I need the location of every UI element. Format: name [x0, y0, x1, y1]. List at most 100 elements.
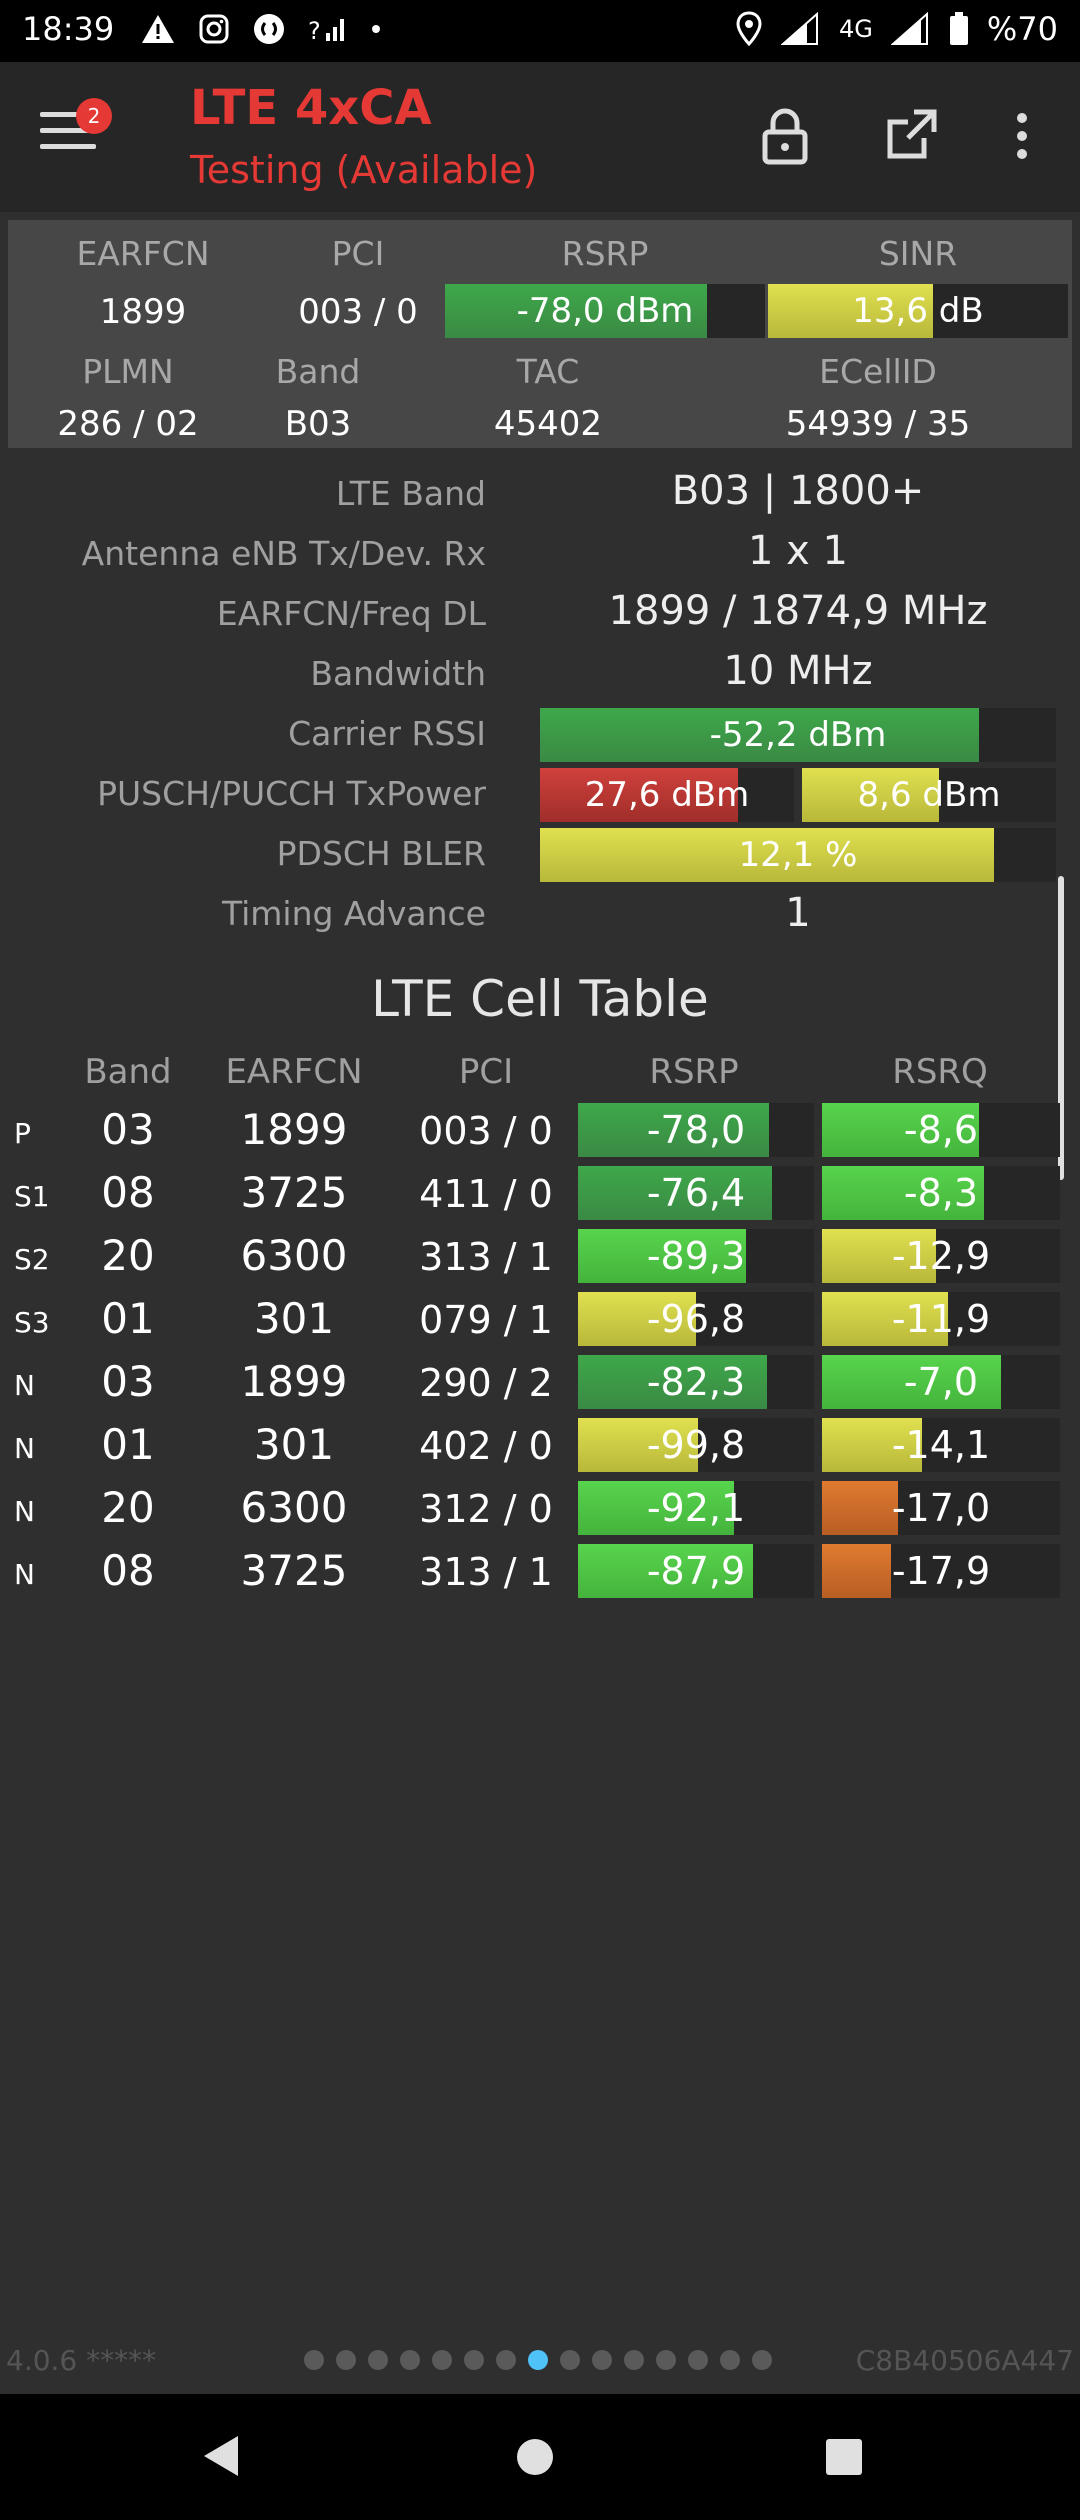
- cell-rsrp-fill: [578, 1292, 696, 1346]
- cell-rsrp-bar: -78,0: [578, 1103, 814, 1157]
- pdsch-bler-bar: 12,1 %: [540, 828, 1056, 882]
- cell-rsrp-fill: [578, 1481, 734, 1535]
- open-external-icon[interactable]: [884, 106, 940, 162]
- cell-rsrp-value: -78,0: [646, 1108, 746, 1152]
- detail-value-lte-band: B03 | 1800+: [671, 468, 925, 514]
- scrollbar[interactable]: [1058, 876, 1064, 1180]
- cell-band: 03: [101, 1105, 155, 1154]
- page-dot[interactable]: [304, 2350, 324, 2370]
- cell-pci: 313 / 1: [419, 1235, 553, 1279]
- cell-earfcn: 3725: [240, 1168, 348, 1217]
- page-dot[interactable]: [464, 2350, 484, 2370]
- detail-value-bandwidth: 10 MHz: [723, 648, 873, 694]
- cell-earfcn: 301: [253, 1420, 335, 1469]
- battery-percent: %70: [986, 10, 1058, 48]
- cell-rsrq-fill: [822, 1418, 922, 1472]
- cell-earfcn: 3725: [240, 1546, 348, 1595]
- page-dot[interactable]: [496, 2350, 516, 2370]
- cell-type: N: [14, 1558, 35, 1591]
- detail-label-earfcn-freq: EARFCN/Freq DL: [216, 594, 486, 633]
- cell-type: S3: [14, 1306, 50, 1339]
- page-dot[interactable]: [656, 2350, 676, 2370]
- page-indicator[interactable]: [304, 2350, 772, 2370]
- cell-rsrq-fill: [822, 1355, 1001, 1409]
- cell-rsrp-bar: -92,1: [578, 1481, 814, 1535]
- cell-type: P: [14, 1117, 31, 1150]
- menu-button[interactable]: [40, 112, 96, 162]
- rsrp-value: -78,0 dBm: [516, 291, 694, 331]
- page-dot[interactable]: [528, 2350, 548, 2370]
- cell-rsrq-bar: -11,9: [822, 1292, 1060, 1346]
- carrier-rssi-value: -52,2 dBm: [709, 715, 887, 755]
- page-dot[interactable]: [432, 2350, 452, 2370]
- cell-type: S2: [14, 1243, 50, 1276]
- cell-rsrp-fill: [578, 1355, 767, 1409]
- cell-rsrq-value: -12,9: [891, 1234, 991, 1278]
- detail-label-antenna: Antenna eNB Tx/Dev. Rx: [81, 534, 486, 573]
- home-icon[interactable]: [515, 2437, 555, 2477]
- warning-icon: [142, 15, 174, 43]
- back-icon[interactable]: [198, 2432, 242, 2480]
- status-right-icons: 4G %70: [735, 10, 1058, 48]
- signal-icon: [781, 12, 818, 45]
- more-options-icon[interactable]: [1010, 106, 1034, 166]
- page-dot[interactable]: [720, 2350, 740, 2370]
- app-subtitle: Testing (Available): [190, 148, 538, 192]
- cell-band: 01: [101, 1420, 155, 1469]
- lock-icon[interactable]: [760, 106, 810, 166]
- rsrp-bar: -78,0 dBm: [445, 284, 765, 338]
- detail-value-antenna: 1 x 1: [748, 528, 848, 574]
- cell-earfcn: 301: [253, 1294, 335, 1343]
- cell-band: 01: [101, 1294, 155, 1343]
- pusch-txpower-bar: 27,6 dBm: [540, 768, 794, 822]
- cell-rsrp-fill: [578, 1229, 746, 1283]
- sinr-bar-fill: [768, 284, 933, 338]
- sinr-value: 13,6 dB: [852, 291, 984, 331]
- page-dot[interactable]: [560, 2350, 580, 2370]
- page-dot[interactable]: [592, 2350, 612, 2370]
- page-dot[interactable]: [336, 2350, 356, 2370]
- status-left-icons: ?: [140, 12, 382, 46]
- page-dot[interactable]: [400, 2350, 420, 2370]
- pucch-txpower-fill: [802, 768, 940, 822]
- cell-rsrp-bar: -96,8: [578, 1292, 814, 1346]
- cell-rsrq-value: -7,0: [903, 1360, 979, 1404]
- detail-label-bandwidth: Bandwidth: [310, 654, 486, 693]
- cell-rsrp-value: -89,3: [646, 1234, 746, 1278]
- col-header-rsrp: RSRP: [649, 1052, 739, 1092]
- cell-pci: 402 / 0: [419, 1424, 553, 1468]
- recents-icon[interactable]: [825, 2438, 863, 2476]
- plmn-header: PLMN: [82, 352, 174, 391]
- earfcn-header: EARFCN: [76, 234, 210, 273]
- detail-label-txpower: PUSCH/PUCCH TxPower: [97, 774, 486, 813]
- cell-rsrq-bar: -17,0: [822, 1481, 1060, 1535]
- pucch-txpower-value: 8,6 dBm: [857, 775, 1001, 815]
- cell-type: S1: [14, 1180, 50, 1213]
- page-dot[interactable]: [688, 2350, 708, 2370]
- pusch-txpower-value: 27,6 dBm: [584, 775, 750, 815]
- pci-header: PCI: [331, 234, 385, 273]
- location-icon: [736, 11, 762, 47]
- cell-rsrq-value: -17,0: [891, 1486, 991, 1530]
- cell-rsrq-value: -8,3: [903, 1171, 979, 1215]
- status-time: 18:39: [22, 10, 115, 48]
- page-dot[interactable]: [624, 2350, 644, 2370]
- signal-4g-icon: [890, 12, 928, 45]
- cell-rsrq-bar: -8,3: [822, 1166, 1060, 1220]
- cell-rsrp-bar: -82,3: [578, 1355, 814, 1409]
- pdsch-bler-value: 12,1 %: [738, 835, 858, 875]
- tac-header: TAC: [516, 352, 580, 391]
- rsrp-header: RSRP: [561, 234, 649, 273]
- cell-rsrq-fill: [822, 1103, 980, 1157]
- page-dot[interactable]: [752, 2350, 772, 2370]
- cell-rsrp-value: -92,1: [646, 1486, 746, 1530]
- cell-rsrq-fill: [822, 1481, 899, 1535]
- page-dot[interactable]: [368, 2350, 388, 2370]
- cell-band: 08: [101, 1546, 155, 1595]
- cell-type: N: [14, 1495, 35, 1528]
- cell-rsrp-fill: [578, 1544, 753, 1598]
- cell-pci: 290 / 2: [419, 1361, 553, 1405]
- status-bar: 18:39 ? 4G %70: [0, 0, 1080, 62]
- cell-earfcn: 6300: [240, 1231, 348, 1280]
- cell-rsrq-value: -11,9: [891, 1297, 991, 1341]
